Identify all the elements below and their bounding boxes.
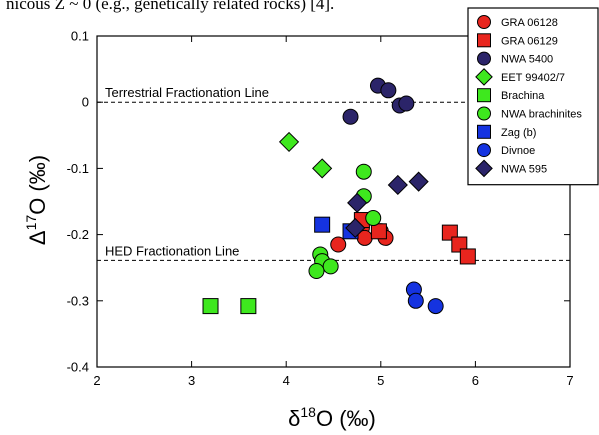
data-point — [407, 292, 424, 309]
x-tick-label: 4 — [283, 373, 290, 388]
data-point — [322, 258, 339, 275]
x-tick-label: 3 — [188, 373, 195, 388]
data-point — [330, 236, 347, 253]
legend-label: EET 99402/7 — [501, 72, 565, 84]
legend-label: Brachina — [501, 90, 545, 102]
data-point — [370, 223, 387, 240]
data-point — [342, 108, 359, 125]
x-tick-label: 7 — [566, 373, 573, 388]
axes: 2 3 4 5 6 7 -0.4 -0.3 -0.2 -0.1 0 0.1 — [67, 29, 574, 389]
x-tick-label: 2 — [93, 373, 100, 388]
data-point — [408, 171, 429, 192]
y-axis-title: Δ17O (‰) — [23, 155, 50, 245]
legend-label: NWA 5400 — [501, 54, 553, 66]
legend-marker — [477, 143, 491, 158]
plot-frame — [96, 35, 571, 368]
legend-label: GRA 06128 — [501, 17, 558, 29]
legend-label: NWA brachinites — [501, 109, 582, 121]
y-tick-label: 0.1 — [71, 29, 89, 44]
legend-marker — [475, 68, 493, 86]
x-axis-title: δ18O (‰) — [288, 404, 376, 431]
data-point — [380, 82, 397, 99]
legend-label: NWA 595 — [501, 163, 547, 175]
legend-label: GRA 06129 — [501, 35, 558, 47]
reference-line-label: Terrestrial Fractionation Line — [105, 85, 269, 100]
data-points — [202, 77, 476, 315]
data-point — [278, 131, 300, 153]
data-point — [355, 163, 372, 180]
x-tick-label: 6 — [472, 373, 479, 388]
legend-marker — [477, 88, 491, 103]
data-point — [387, 174, 408, 196]
data-point — [459, 248, 476, 265]
legend-marker — [477, 106, 491, 121]
y-tick-label: -0.4 — [67, 360, 89, 375]
data-point — [312, 158, 333, 179]
data-point — [441, 224, 458, 241]
data-point — [240, 298, 257, 315]
legend-marker — [477, 33, 491, 48]
data-point — [398, 95, 415, 112]
legend-marker — [475, 159, 493, 178]
y-tick-label: 0 — [82, 95, 89, 110]
legend: GRA 06128 GRA 06129 NWA 5400 EET 99402/7 Bra… — [467, 7, 599, 186]
plot-area: Terrestrial Fractionation Line HED Fracti… — [96, 35, 571, 368]
data-point — [365, 210, 382, 227]
data-point — [427, 298, 444, 315]
data-point — [345, 217, 366, 239]
legend-marker — [477, 15, 491, 29]
legend-label: Zag (b) — [501, 127, 536, 139]
data-point — [202, 298, 219, 315]
y-tick-label: -0.3 — [67, 293, 89, 308]
y-tick-label: -0.2 — [67, 227, 89, 242]
legend-marker — [477, 51, 491, 66]
data-point — [308, 263, 325, 280]
reference-line-label: HED Fractionation Line — [105, 243, 239, 258]
header-text-fragment: nicous Z ~ 0 (e.g., genetically related … — [6, 0, 335, 13]
x-tick-label: 5 — [377, 373, 384, 388]
legend-marker — [477, 124, 491, 139]
data-point — [314, 216, 331, 233]
y-tick-label: -0.1 — [67, 161, 89, 176]
data-point — [347, 192, 368, 213]
data-point — [451, 236, 468, 253]
legend-label: Divnoe — [501, 145, 535, 157]
